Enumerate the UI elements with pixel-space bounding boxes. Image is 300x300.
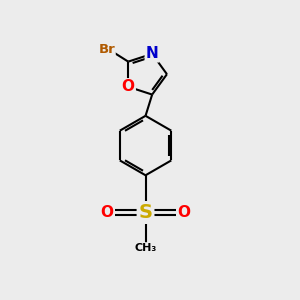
Text: O: O [122, 79, 135, 94]
Text: S: S [139, 203, 152, 222]
Text: Br: Br [98, 44, 115, 56]
Text: O: O [100, 205, 113, 220]
Text: CH₃: CH₃ [134, 243, 157, 253]
Text: N: N [146, 46, 158, 62]
Text: O: O [178, 205, 191, 220]
